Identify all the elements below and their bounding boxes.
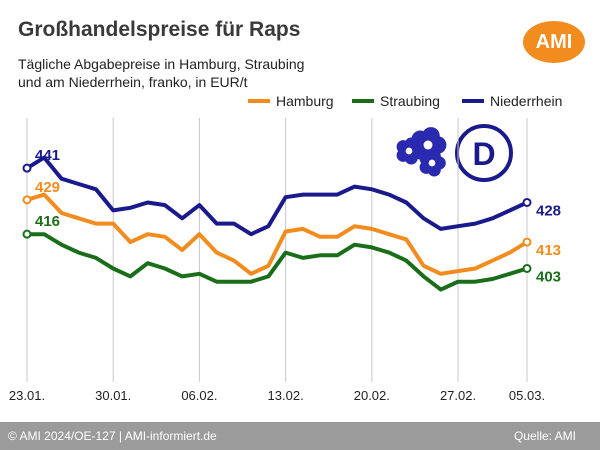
start-value-label-straubing: 416 [35, 213, 60, 230]
chart-title: Großhandelspreise für Raps [18, 18, 301, 41]
d-badge-ring [455, 124, 513, 182]
start-value-label-niederrhein: 441 [35, 147, 60, 164]
petal [427, 149, 441, 163]
footer-copyright: © AMI 2024/OE-127 | AMI-informiert.de [8, 429, 217, 443]
series-end-point-hamburg [522, 237, 532, 247]
footer-source: Quelle: AMI [513, 429, 576, 443]
rapeseed-emblem-icon: D [396, 124, 513, 182]
chart-data-labels: 429 413 416 403 441 428 [35, 147, 561, 285]
x-tick-label: 05.03. [509, 388, 545, 403]
legend-label-straubing: Straubing [380, 93, 440, 109]
series-line-hamburg [25, 192, 529, 276]
chart-subtitle-line-2: und am Niederrhein, franko, in EUR/t [18, 74, 248, 90]
end-value-label-straubing: 403 [536, 268, 561, 285]
x-tick-label: 13.02. [268, 388, 304, 403]
start-value-label-hamburg: 429 [35, 179, 60, 196]
x-tick-label: 20.02. [354, 388, 390, 403]
series-start-point-straubing [22, 229, 32, 239]
x-tick-label: 30.01. [95, 388, 131, 403]
x-axis-tick-labels: 23.01. 30.01. 06.02. 13.02. 20.02. 27.02. 05.0… [9, 388, 545, 403]
chart-legend: Hamburg Straubing Niederrhein [248, 93, 562, 109]
flower-center [428, 159, 436, 167]
series-start-point-hamburg [22, 195, 32, 205]
x-tick-label: 27.02. [440, 388, 476, 403]
d-badge-letter: D [472, 136, 495, 172]
ami-logo: AMI [523, 21, 585, 63]
series-end-point-niederrhein [522, 197, 532, 207]
legend-label-hamburg: Hamburg [276, 93, 334, 109]
petal [422, 127, 440, 145]
chart-subtitle-line-1: Tägliche Abgabepreise in Hamburg, Straub… [18, 56, 305, 72]
series-end-point-straubing [522, 263, 532, 273]
x-tick-label: 06.02. [181, 388, 217, 403]
end-value-label-hamburg: 413 [536, 242, 561, 259]
line-chart: Hamburg Straubing Niederrhein D 23.01. 30.0… [9, 93, 562, 403]
series-line-niederrhein [25, 155, 529, 237]
chart-series [22, 155, 532, 292]
footer-bar: © AMI 2024/OE-127 | AMI-informiert.de Qu… [0, 422, 600, 450]
petal [404, 137, 418, 151]
x-tick-label: 23.01. [9, 388, 45, 403]
end-value-label-niederrhein: 428 [536, 202, 561, 219]
flower-center [405, 147, 413, 155]
legend-label-niederrhein: Niederrhein [490, 93, 562, 109]
series-line-straubing [25, 232, 529, 292]
flower-center [423, 140, 433, 150]
chart-grid [26, 118, 528, 382]
series-start-point-niederrhein [22, 163, 32, 173]
